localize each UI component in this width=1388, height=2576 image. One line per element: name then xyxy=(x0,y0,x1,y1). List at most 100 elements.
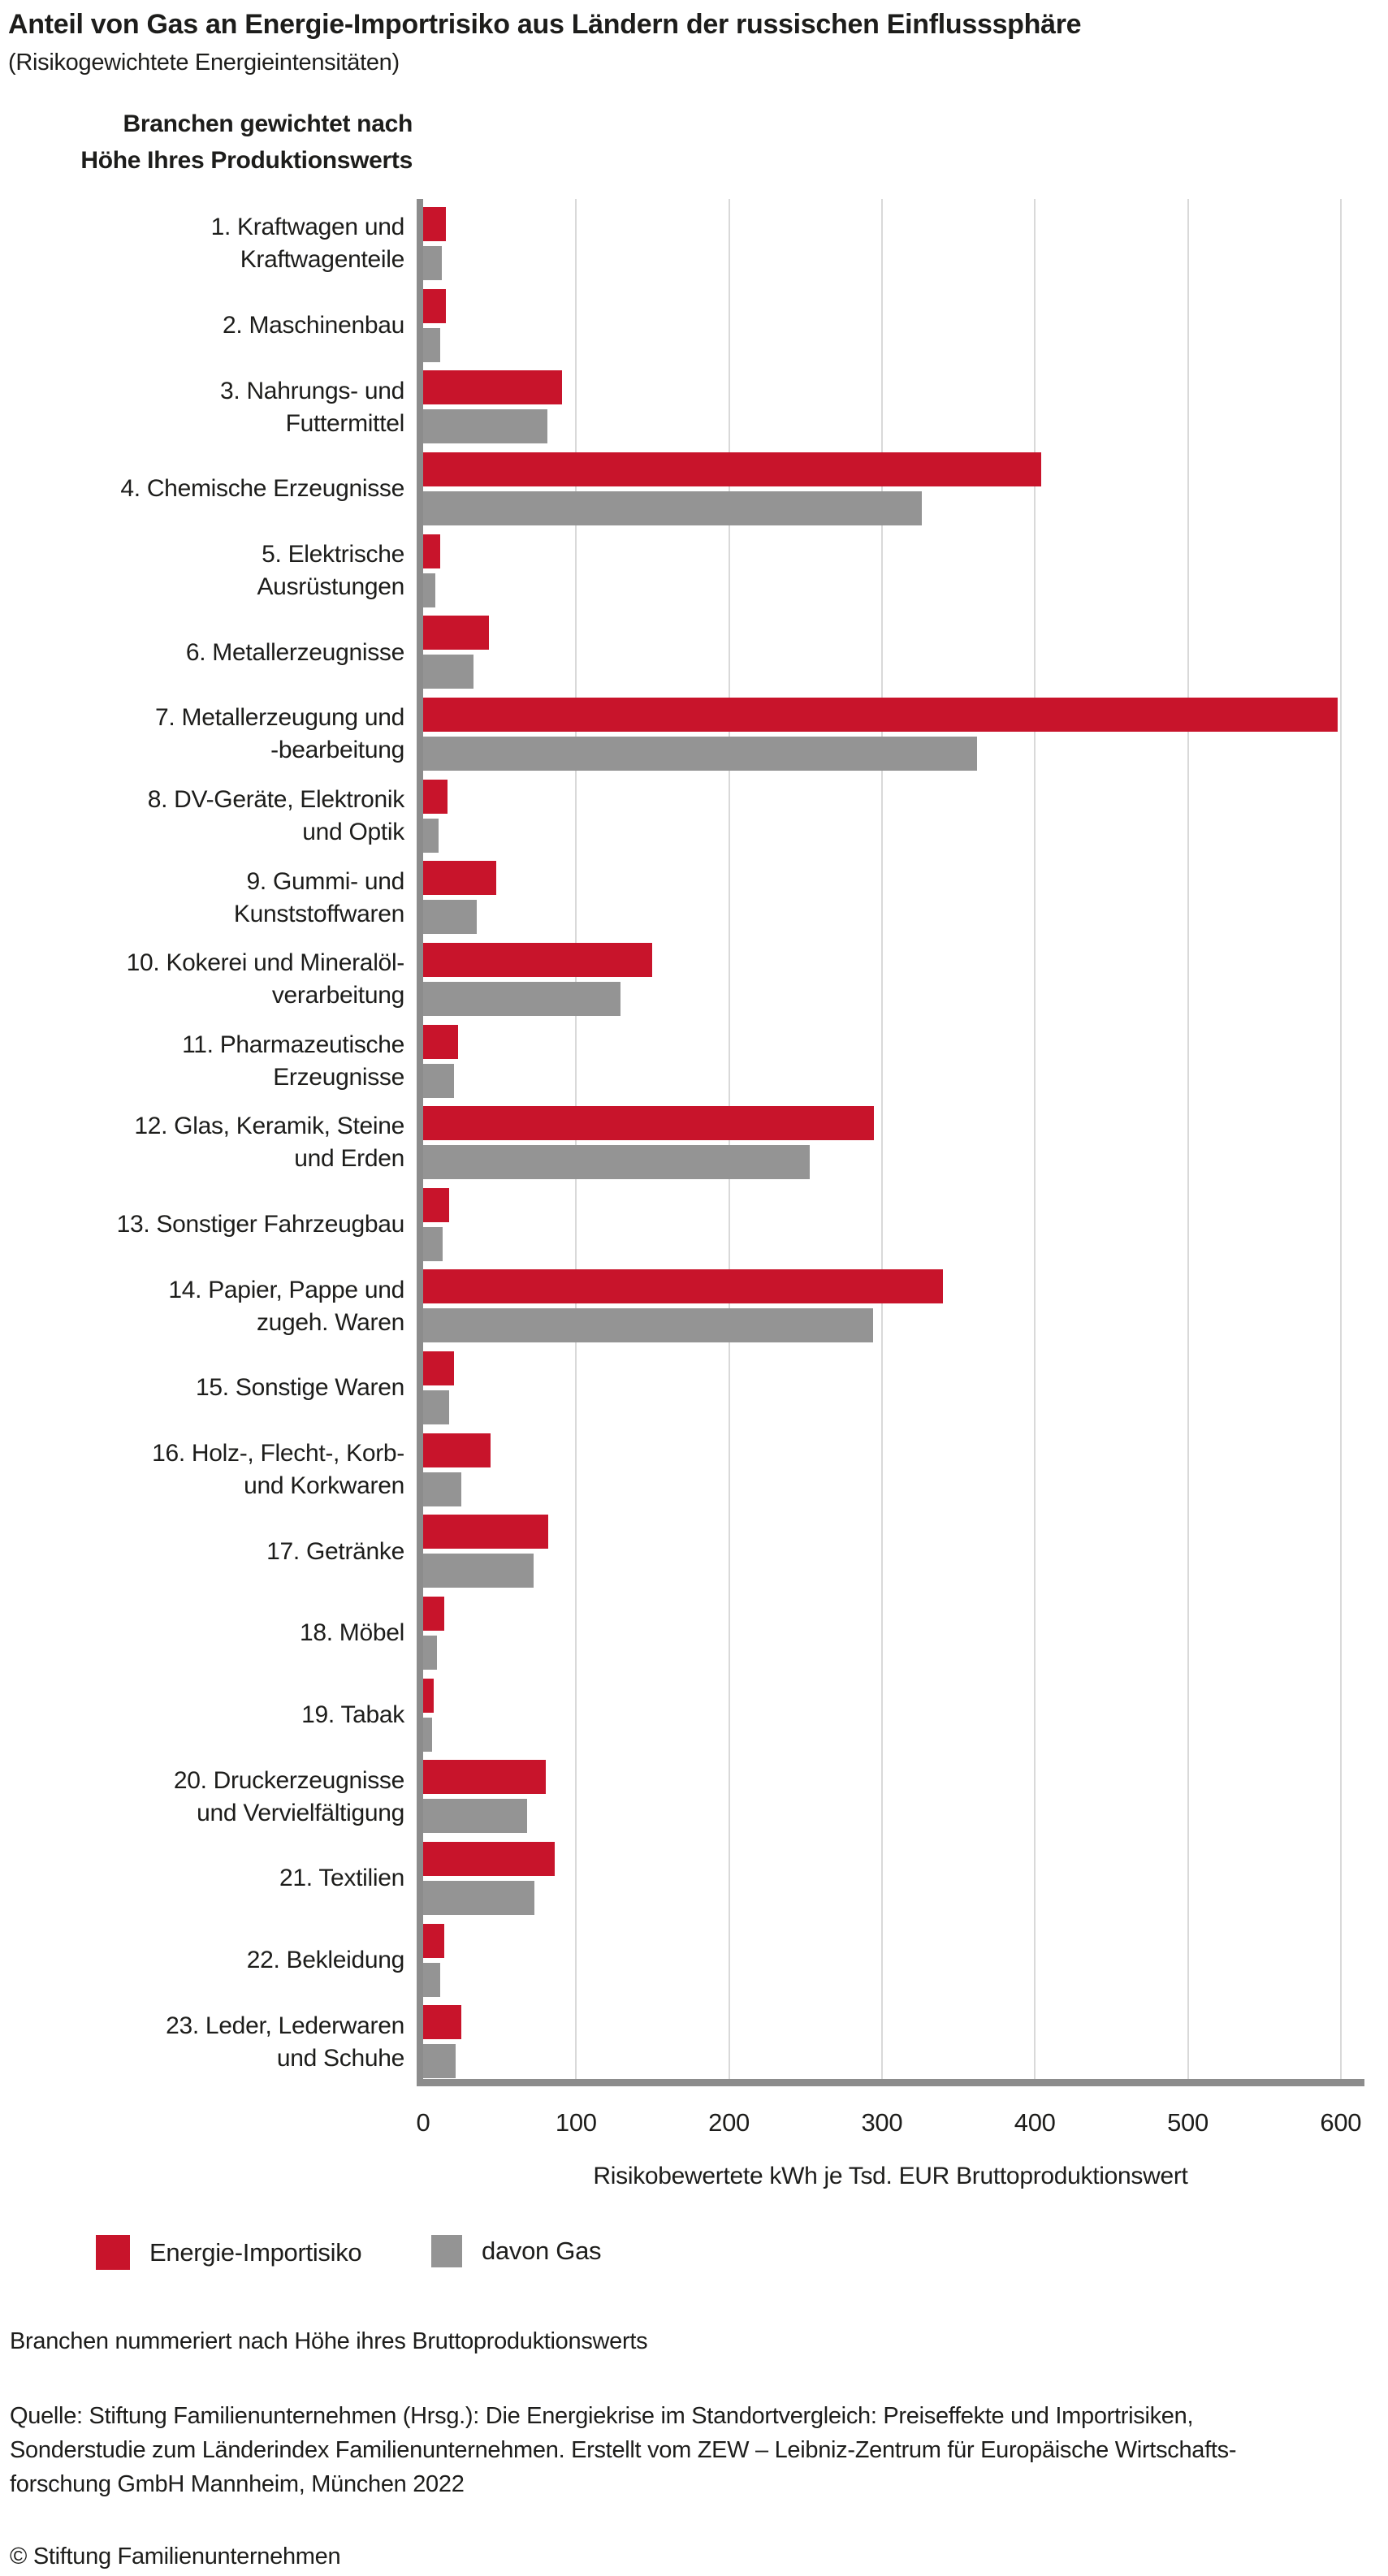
bar-davon-gas xyxy=(423,409,547,444)
copyright-notice: © Stiftung Familienunternehmen xyxy=(10,2544,341,2570)
category-label: 8. DV-Geräte, Elektronik und Optik xyxy=(0,772,405,854)
bar-davon-gas xyxy=(423,655,474,689)
bar-energie-importrisiko xyxy=(423,616,489,650)
category-label-line: 13. Sonstiger Fahrzeugbau xyxy=(116,1211,405,1238)
category-label: 3. Nahrungs- und Futtermittel xyxy=(0,362,404,444)
category-label: 7. Metallerzeugung und -bearbeitung xyxy=(0,689,404,772)
bar-davon-gas xyxy=(423,981,620,1016)
category-label-line: 3. Nahrungs- und xyxy=(219,377,404,404)
bar-energie-importrisiko xyxy=(423,1760,546,1795)
category-label: 20. Druckerzeugnisse und Vervielfältigung xyxy=(0,1752,404,1834)
category-label: 15. Sonstige Waren xyxy=(0,1343,404,1425)
category-label-line: 9. Gummi- und xyxy=(246,867,405,895)
category-axis-header-line1: Branchen gewichtet nach xyxy=(123,110,413,137)
gridline-600 xyxy=(1339,199,1342,2079)
bar-energie-importrisiko xyxy=(423,861,497,896)
bar-energie-importrisiko xyxy=(423,1351,454,1386)
bar-davon-gas xyxy=(423,2044,456,2079)
bar-energie-importrisiko xyxy=(423,1269,944,1304)
category-label-line: 12. Glas, Keramik, Steine xyxy=(134,1113,404,1140)
category-label: 2. Maschinenbau xyxy=(0,281,404,363)
footnote-source-line1: Quelle: Stiftung Familienunternehmen (Hr… xyxy=(10,2403,1194,2429)
bar-davon-gas xyxy=(423,246,442,280)
bar-davon-gas xyxy=(423,1226,443,1261)
x-axis-title: Risikobewertete kWh je Tsd. EUR Bruttopr… xyxy=(593,2163,1188,2189)
bar-energie-importrisiko xyxy=(423,1678,435,1713)
legend-item-davon-gas: davon Gas xyxy=(431,2235,602,2267)
bar-energie-importrisiko xyxy=(423,697,1338,732)
category-label: 18. Möbel xyxy=(0,1588,404,1671)
legend-item-energie-importrisiko: Energie-Importisiko xyxy=(96,2235,362,2270)
category-label: 1. Kraftwagen und Kraftwagenteile xyxy=(0,199,405,281)
bar-davon-gas xyxy=(423,327,440,362)
page-subtitle: (Risikogewichtete Energieintensitäten) xyxy=(8,50,400,76)
category-label-line: -bearbeitung xyxy=(270,737,404,764)
bar-energie-importrisiko xyxy=(423,370,563,405)
category-label-line: 8. DV-Geräte, Elektronik xyxy=(147,785,405,813)
legend-label-davon-gas: davon Gas xyxy=(482,2237,602,2265)
x-tick-label-500: 500 xyxy=(1167,2108,1209,2137)
category-label-line: 4. Chemische Erzeugnisse xyxy=(120,475,404,503)
x-tick-label-100: 100 xyxy=(555,2108,597,2137)
category-label-line: und Erden xyxy=(294,1145,404,1173)
gridline-400 xyxy=(1034,199,1036,2079)
footnote-numbering: Branchen nummeriert nach Höhe ihres Brut… xyxy=(10,2328,648,2354)
category-label: 23. Leder, Lederwaren und Schuhe xyxy=(0,1997,404,2079)
legend-swatch-red xyxy=(96,2235,130,2270)
bar-davon-gas xyxy=(423,1472,462,1506)
footnote-source: Quelle: Stiftung Familienunternehmen (Hr… xyxy=(10,2399,1358,2501)
category-label: 16. Holz-, Flecht-, Korb-und Korkwaren xyxy=(0,1425,404,1507)
bar-energie-importrisiko xyxy=(423,288,447,323)
bar-davon-gas xyxy=(423,1554,534,1588)
bar-davon-gas xyxy=(423,1145,811,1180)
bar-davon-gas xyxy=(423,1063,454,1098)
category-label-line: 18. Möbel xyxy=(299,1619,404,1647)
category-label-line: und Schuhe xyxy=(276,2044,404,2072)
bar-davon-gas xyxy=(423,491,922,525)
category-label-line: 22. Bekleidung xyxy=(246,1946,405,1973)
category-label: 14. Papier, Pappe und zugeh. Waren xyxy=(0,1261,404,1343)
category-label-line: Erzeugnisse xyxy=(273,1063,404,1091)
category-label-line: und Vervielfältigung xyxy=(197,1799,404,1826)
category-label-line: 5. Elektrische xyxy=(262,540,404,568)
category-label-line: 14. Papier, Pappe und xyxy=(168,1276,404,1303)
bar-energie-importrisiko xyxy=(423,1515,549,1549)
category-label-line: und Korkwaren xyxy=(244,1472,404,1500)
category-label: 4. Chemische Erzeugnisse xyxy=(0,444,404,526)
category-label-line: zugeh. Waren xyxy=(256,1308,404,1336)
category-label-line: 1. Kraftwagen und xyxy=(210,214,405,241)
legend-label-energie-importrisiko: Energie-Importisiko xyxy=(149,2237,362,2267)
gridline-500 xyxy=(1187,199,1189,2079)
footnote-source-line2: Sonderstudie zum Länderindex Familienunt… xyxy=(10,2437,1237,2463)
x-axis-line xyxy=(417,2079,1364,2086)
category-label-line: 20. Druckerzeugnisse xyxy=(173,1766,404,1794)
x-tick-label-400: 400 xyxy=(1014,2108,1056,2137)
bar-energie-importrisiko xyxy=(423,1597,445,1632)
x-tick-label-600: 600 xyxy=(1320,2108,1362,2137)
bar-energie-importrisiko xyxy=(423,2005,462,2040)
bar-energie-importrisiko xyxy=(423,942,653,977)
category-label: 22. Bekleidung xyxy=(0,1916,405,1998)
category-label-line: 15. Sonstige Waren xyxy=(196,1374,404,1402)
category-axis-header: Branchen gewichtet nach Höhe Ihres Produ… xyxy=(0,106,413,179)
bar-energie-importrisiko xyxy=(423,1923,445,1958)
category-label-line: verarbeitung xyxy=(271,982,404,1009)
bar-energie-importrisiko xyxy=(423,207,447,241)
bar-davon-gas xyxy=(423,1308,873,1343)
grouped-bar-chart: 1. Kraftwagen und Kraftwagenteile 2. Masch… xyxy=(0,199,1364,2086)
category-label-line: 10. Kokerei und Mineralöl- xyxy=(126,949,405,977)
category-label: 17. Getränke xyxy=(0,1506,404,1588)
category-label: 21. Textilien xyxy=(0,1834,404,1916)
bar-davon-gas xyxy=(423,573,436,607)
bar-energie-importrisiko xyxy=(423,1433,491,1467)
x-tick-label-0: 0 xyxy=(416,2108,430,2137)
category-label-line: 2. Maschinenbau xyxy=(223,311,404,339)
category-label-line: 19. Tabak xyxy=(301,1701,404,1728)
bar-energie-importrisiko xyxy=(423,1024,459,1059)
category-label-line: 21. Textilien xyxy=(279,1865,404,1892)
category-label: 5. Elektrische Ausrüstungen xyxy=(0,526,404,608)
bar-davon-gas xyxy=(423,1799,528,1834)
category-label-line: 6. Metallerzeugnisse xyxy=(185,638,404,666)
legend-swatch-gray xyxy=(431,2235,462,2267)
category-label: 11. Pharmazeutische Erzeugnisse xyxy=(0,1017,404,1099)
